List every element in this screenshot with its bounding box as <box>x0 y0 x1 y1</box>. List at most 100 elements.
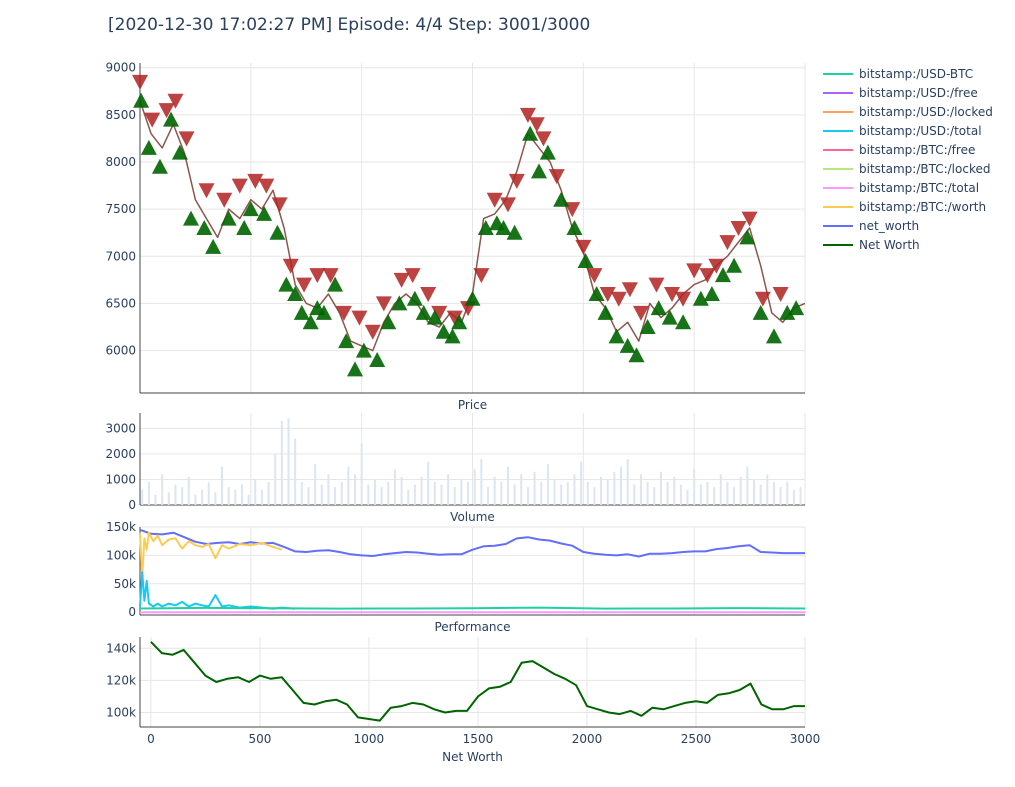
buy-marker <box>726 257 743 273</box>
buy-marker <box>619 337 636 353</box>
volume-bar <box>167 492 170 505</box>
volume-bar <box>427 461 430 505</box>
sell-marker <box>351 310 368 326</box>
volume-bar <box>506 466 509 505</box>
sell-marker <box>258 178 275 194</box>
legend-item[interactable]: bitstamp:/USD-BTC <box>823 64 993 83</box>
buy-marker <box>531 163 547 179</box>
legend-item[interactable]: bitstamp:/BTC:/worth <box>823 197 993 216</box>
sell-marker <box>247 173 264 189</box>
volume-bar <box>560 484 563 505</box>
buy-marker <box>477 220 494 235</box>
sell-marker <box>686 263 703 279</box>
volume-bar <box>347 466 350 505</box>
volume-bar <box>267 482 270 505</box>
buy-marker <box>553 191 570 207</box>
subplot-label: Volume <box>450 510 495 524</box>
buy-marker <box>779 304 796 320</box>
volume-bar <box>593 487 596 505</box>
legend-item[interactable]: bitstamp:/BTC:/free <box>823 140 993 159</box>
buy-marker <box>650 300 667 316</box>
volume-bar <box>373 479 376 505</box>
chart-title: [2020-12-30 17:02:27 PM] Episode: 4/4 St… <box>108 15 591 35</box>
legend-label: bitstamp:/BTC:/total <box>859 180 980 195</box>
sell-marker <box>216 192 233 208</box>
buy-marker <box>151 158 168 174</box>
volume-bar <box>600 476 603 505</box>
buy-marker <box>315 304 332 320</box>
volume-bar <box>606 479 609 505</box>
volume-bar <box>626 459 629 505</box>
legend-item[interactable]: bitstamp:/BTC:/locked <box>823 159 993 178</box>
buy-marker <box>788 300 805 316</box>
volume-bar <box>546 464 549 505</box>
y-tick-label: 6500 <box>105 296 136 310</box>
volume-bar <box>686 489 689 505</box>
buy-marker <box>391 295 408 311</box>
y-tick-label: 7000 <box>105 249 136 263</box>
sell-marker <box>132 74 148 90</box>
sell-marker <box>772 287 789 302</box>
volume-bar <box>360 443 363 505</box>
volume-bar <box>699 484 702 505</box>
buy-marker <box>539 144 556 160</box>
volume-bar <box>141 489 144 505</box>
x-tick-label: 0 <box>147 732 155 746</box>
legend-label: bitstamp:/USD:/total <box>859 123 982 138</box>
sell-marker <box>754 291 771 307</box>
legend-swatch <box>823 129 853 132</box>
legend-swatch <box>823 167 853 170</box>
series-line <box>139 531 283 580</box>
volume-bar <box>480 459 483 505</box>
volume-bar <box>181 487 184 505</box>
buy-marker <box>338 333 355 349</box>
volume-bar <box>726 482 729 505</box>
y-tick-label: 1000 <box>105 472 136 486</box>
volume-bar <box>646 482 649 505</box>
legend-item[interactable]: bitstamp:/BTC:/total <box>823 178 993 197</box>
legend-label: bitstamp:/USD:/locked <box>859 104 993 119</box>
y-tick-label: 8000 <box>105 155 136 169</box>
legend-item[interactable]: bitstamp:/USD:/free <box>823 83 993 102</box>
sell-marker <box>404 268 421 284</box>
sell-marker <box>446 310 463 326</box>
buy-marker <box>435 323 452 339</box>
sell-marker <box>535 131 552 147</box>
buy-marker <box>765 328 782 344</box>
volume-bar <box>772 482 775 505</box>
volume-bar <box>287 418 290 505</box>
volume-bar <box>240 484 243 505</box>
legend-item[interactable]: bitstamp:/USD:/locked <box>823 102 993 121</box>
legend-item[interactable]: bitstamp:/USD:/total <box>823 121 993 140</box>
buy-marker <box>133 92 150 108</box>
legend-swatch <box>823 224 853 227</box>
sell-marker <box>508 173 525 189</box>
subplot-label: Price <box>458 398 487 412</box>
volume-bar <box>792 489 795 505</box>
volume-bar <box>400 476 403 505</box>
buy-marker <box>426 309 443 325</box>
buy-marker <box>287 286 304 301</box>
sell-marker <box>431 305 448 321</box>
volume-bar <box>340 482 343 505</box>
buy-marker <box>506 224 523 240</box>
volume-bar <box>553 479 556 505</box>
volume-bar <box>367 484 370 505</box>
sell-marker <box>473 268 490 284</box>
buy-marker <box>140 139 157 155</box>
sell-marker <box>282 258 299 274</box>
volume-bar <box>300 482 303 505</box>
volume-bar <box>533 471 536 505</box>
buy-marker <box>302 314 319 330</box>
sell-marker <box>575 239 592 255</box>
legend-item[interactable]: Net Worth <box>823 235 993 254</box>
legend-swatch <box>823 110 853 113</box>
buy-marker <box>577 253 594 268</box>
volume-bar <box>786 482 789 505</box>
sell-marker <box>144 112 161 128</box>
sell-marker <box>586 268 603 284</box>
legend-item[interactable]: net_worth <box>823 216 993 235</box>
y-tick-label: 3000 <box>105 421 136 435</box>
buy-marker <box>406 290 423 306</box>
buy-marker <box>752 304 769 320</box>
